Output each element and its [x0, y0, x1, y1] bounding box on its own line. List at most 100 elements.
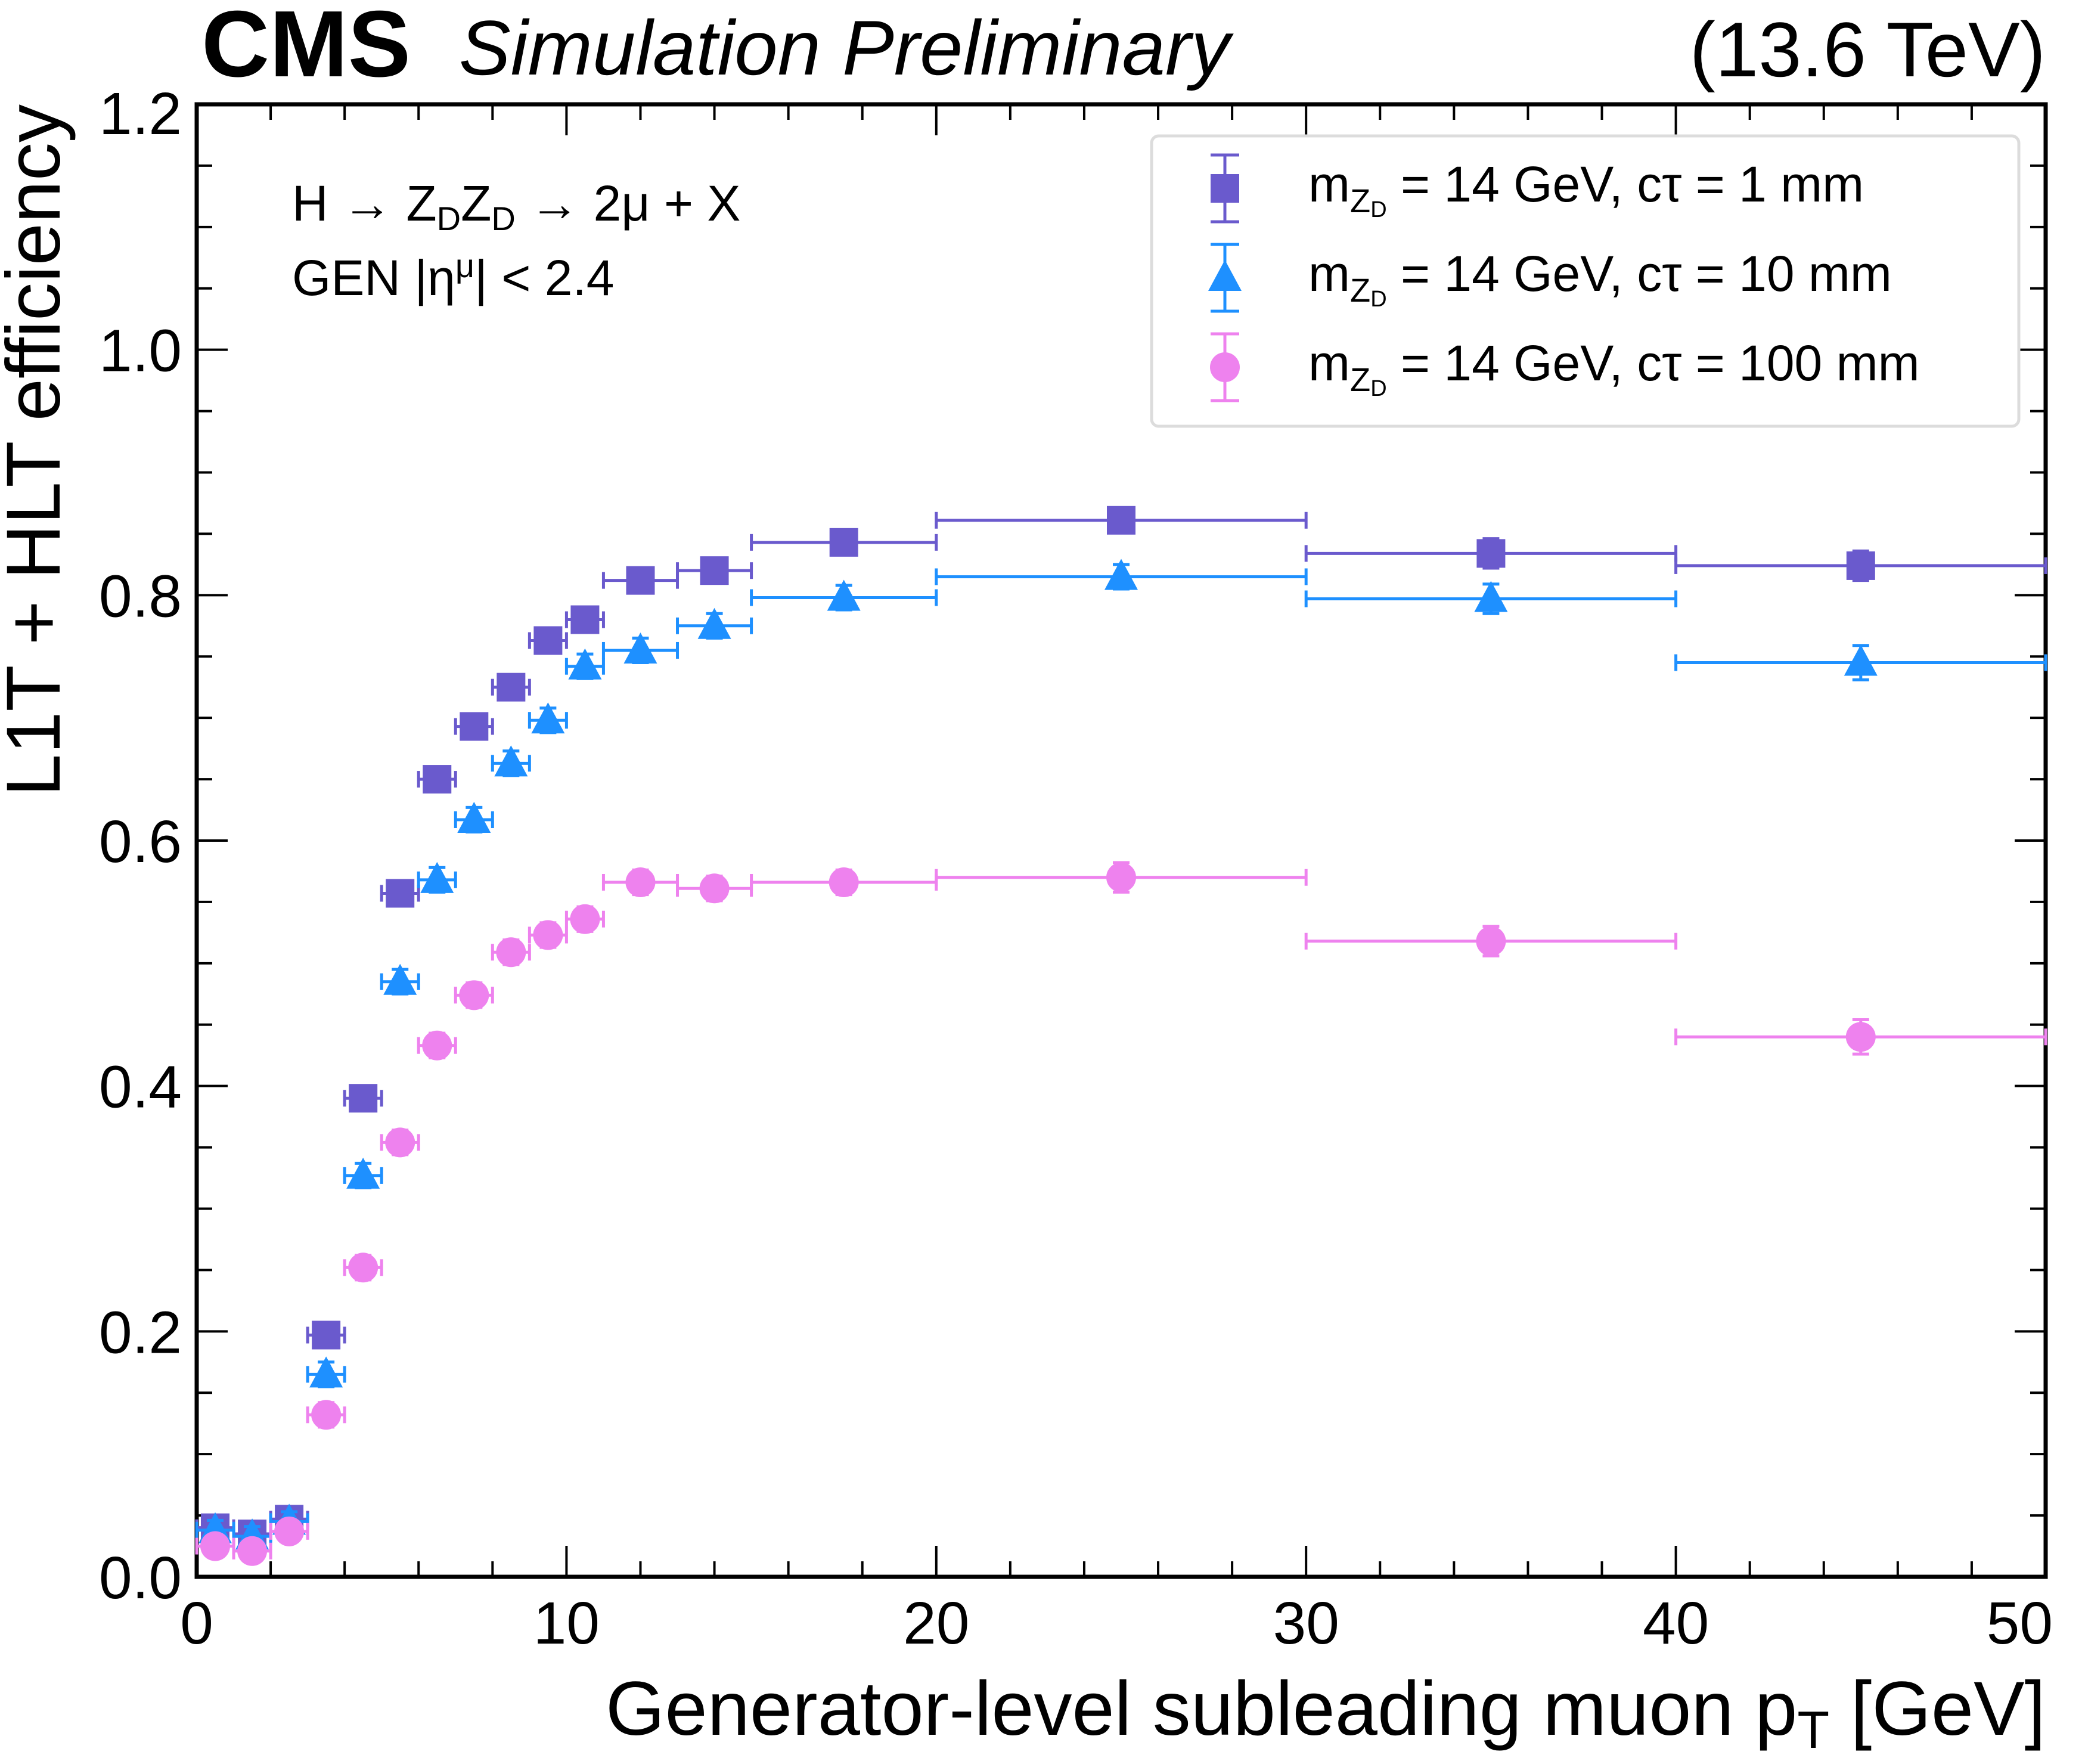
- legend-1mm-z: Z: [1350, 182, 1370, 219]
- data-point-triangle: [568, 648, 602, 680]
- y-tick-label: 1.0: [99, 318, 182, 385]
- energy-label: (13.6 TeV): [1690, 6, 2046, 93]
- legend-marker-ctau-100mm: [1210, 332, 1240, 402]
- legend-100mm-rest: = 14 GeV, cτ = 100 mm: [1387, 335, 1920, 391]
- data-point-circle: [311, 1400, 342, 1430]
- process-annotation: H → ZDZD → 2μ + X: [292, 175, 740, 237]
- legend-1mm-m: m: [1308, 156, 1350, 212]
- data-point-triangle: [1844, 644, 1878, 676]
- data-point-triangle: [494, 745, 528, 777]
- legend-marker-ctau-1mm: [1211, 153, 1239, 224]
- data-point-square: [1846, 551, 1875, 580]
- cut-part-3: | < 2.4: [474, 250, 614, 306]
- data-point-circle: [348, 1253, 378, 1283]
- eta-cut-annotation: GEN |ημ| < 2.4: [292, 247, 615, 306]
- x-axis-label-sub: T: [1797, 1700, 1829, 1759]
- legend-100mm-z: Z: [1350, 361, 1370, 398]
- x-tick-label: 40: [1643, 1590, 1709, 1657]
- data-point-triangle: [1104, 559, 1138, 590]
- data-point-circle: [1845, 1022, 1876, 1052]
- x-tick-label: 0: [180, 1590, 213, 1657]
- data-point-square: [829, 528, 858, 557]
- y-tick-label: 1.2: [99, 80, 182, 147]
- status-label: Simulation Preliminary: [459, 4, 1234, 91]
- legend-10mm-z: Z: [1350, 271, 1370, 309]
- data-point-triangle: [827, 579, 861, 611]
- legend-symbol-square: [1211, 174, 1239, 203]
- legend-1mm-d: D: [1370, 197, 1386, 222]
- legend-100mm-m: m: [1308, 335, 1350, 391]
- process-part-3: Z: [461, 175, 491, 231]
- data-point-square: [700, 556, 729, 585]
- legend-10mm-d: D: [1370, 287, 1386, 312]
- y-tick-label: 0.4: [99, 1054, 182, 1121]
- data-point-square: [533, 626, 563, 655]
- x-axis-label: Generator-level subleading muon pT [GeV]: [606, 1666, 2046, 1759]
- data-point-circle: [237, 1536, 268, 1566]
- legend-label-1mm: mZD = 14 GeV, cτ = 1 mm: [1308, 156, 1864, 222]
- data-point-square: [460, 712, 489, 741]
- legend-100mm-d: D: [1370, 376, 1386, 401]
- data-point-square: [570, 605, 600, 634]
- legend-markers: [1208, 153, 1242, 402]
- x-axis-label-unit: [GeV]: [1829, 1666, 2046, 1751]
- x-axis-label-main: Generator-level subleading muon p: [606, 1666, 1797, 1751]
- x-tick-label: 10: [533, 1590, 600, 1657]
- legend-10mm-m: m: [1308, 246, 1350, 302]
- data-point-triangle: [531, 702, 565, 734]
- data-point-triangle: [1474, 581, 1508, 612]
- axis-ticks: [196, 103, 2047, 1578]
- legend-marker-ctau-10mm: [1208, 243, 1242, 313]
- data-point-circle: [625, 867, 656, 897]
- legend-box: [1150, 134, 2021, 428]
- data-point-circle: [1106, 862, 1136, 892]
- data-point-circle: [570, 904, 600, 934]
- data-point-square: [1476, 539, 1506, 568]
- y-tick-label: 0.6: [99, 808, 182, 875]
- data-point-circle: [274, 1516, 305, 1546]
- series-ctau-1mm: [195, 506, 2047, 1548]
- data-point-square: [386, 879, 415, 908]
- x-tick-label: 50: [1987, 1590, 2053, 1657]
- legend-1mm-rest: = 14 GeV, cτ = 1 mm: [1387, 156, 1864, 212]
- data-point-triangle: [697, 607, 731, 639]
- data-point-square: [349, 1084, 378, 1113]
- y-tick-label: 0.0: [99, 1545, 182, 1611]
- data-point-square: [312, 1320, 341, 1350]
- y-tick-label: 0.8: [99, 563, 182, 630]
- data-point-circle: [1476, 926, 1506, 956]
- data-point-circle: [422, 1030, 452, 1061]
- data-point-circle: [200, 1531, 231, 1561]
- process-part-4: D: [491, 200, 515, 237]
- data-point-square: [423, 765, 452, 794]
- data-point-circle: [496, 937, 526, 968]
- data-point-triangle: [623, 632, 657, 664]
- data-point-triangle: [420, 861, 454, 893]
- data-point-square: [626, 566, 655, 595]
- process-part-2: D: [437, 200, 461, 237]
- data-point-circle: [459, 980, 489, 1010]
- tick-labels: 0 10 20 30 40 50 0.0 0.2 0.4 0.6 0.8 1.0 1.2: [99, 80, 2053, 1657]
- x-tick-label: 20: [903, 1590, 969, 1657]
- series-ctau-10mm: [195, 559, 2047, 1550]
- data-layer: [195, 506, 2047, 1566]
- data-point-circle: [385, 1127, 415, 1158]
- series-ctau-100mm: [195, 861, 2047, 1566]
- legend-label-100mm: mZD = 14 GeV, cτ = 100 mm: [1308, 335, 1920, 401]
- process-part-1: H → Z: [292, 175, 437, 231]
- legend: mZD = 14 GeV, cτ = 1 mm mZD = 14 GeV, cτ…: [1150, 134, 2021, 428]
- legend-label-10mm: mZD = 14 GeV, cτ = 10 mm: [1308, 246, 1892, 312]
- cut-part-2: μ: [455, 247, 474, 284]
- data-point-triangle: [346, 1157, 380, 1189]
- data-point-circle: [533, 920, 563, 950]
- x-tick-label: 30: [1273, 1590, 1339, 1657]
- data-point-circle: [829, 867, 859, 897]
- data-point-square: [1107, 506, 1135, 535]
- y-tick-label: 0.2: [99, 1299, 182, 1366]
- process-part-5: → 2μ + X: [516, 175, 741, 231]
- legend-10mm-rest: = 14 GeV, cτ = 10 mm: [1387, 246, 1892, 302]
- legend-symbol-triangle: [1208, 260, 1242, 291]
- experiment-label: CMS: [201, 0, 411, 97]
- data-point-triangle: [457, 802, 491, 833]
